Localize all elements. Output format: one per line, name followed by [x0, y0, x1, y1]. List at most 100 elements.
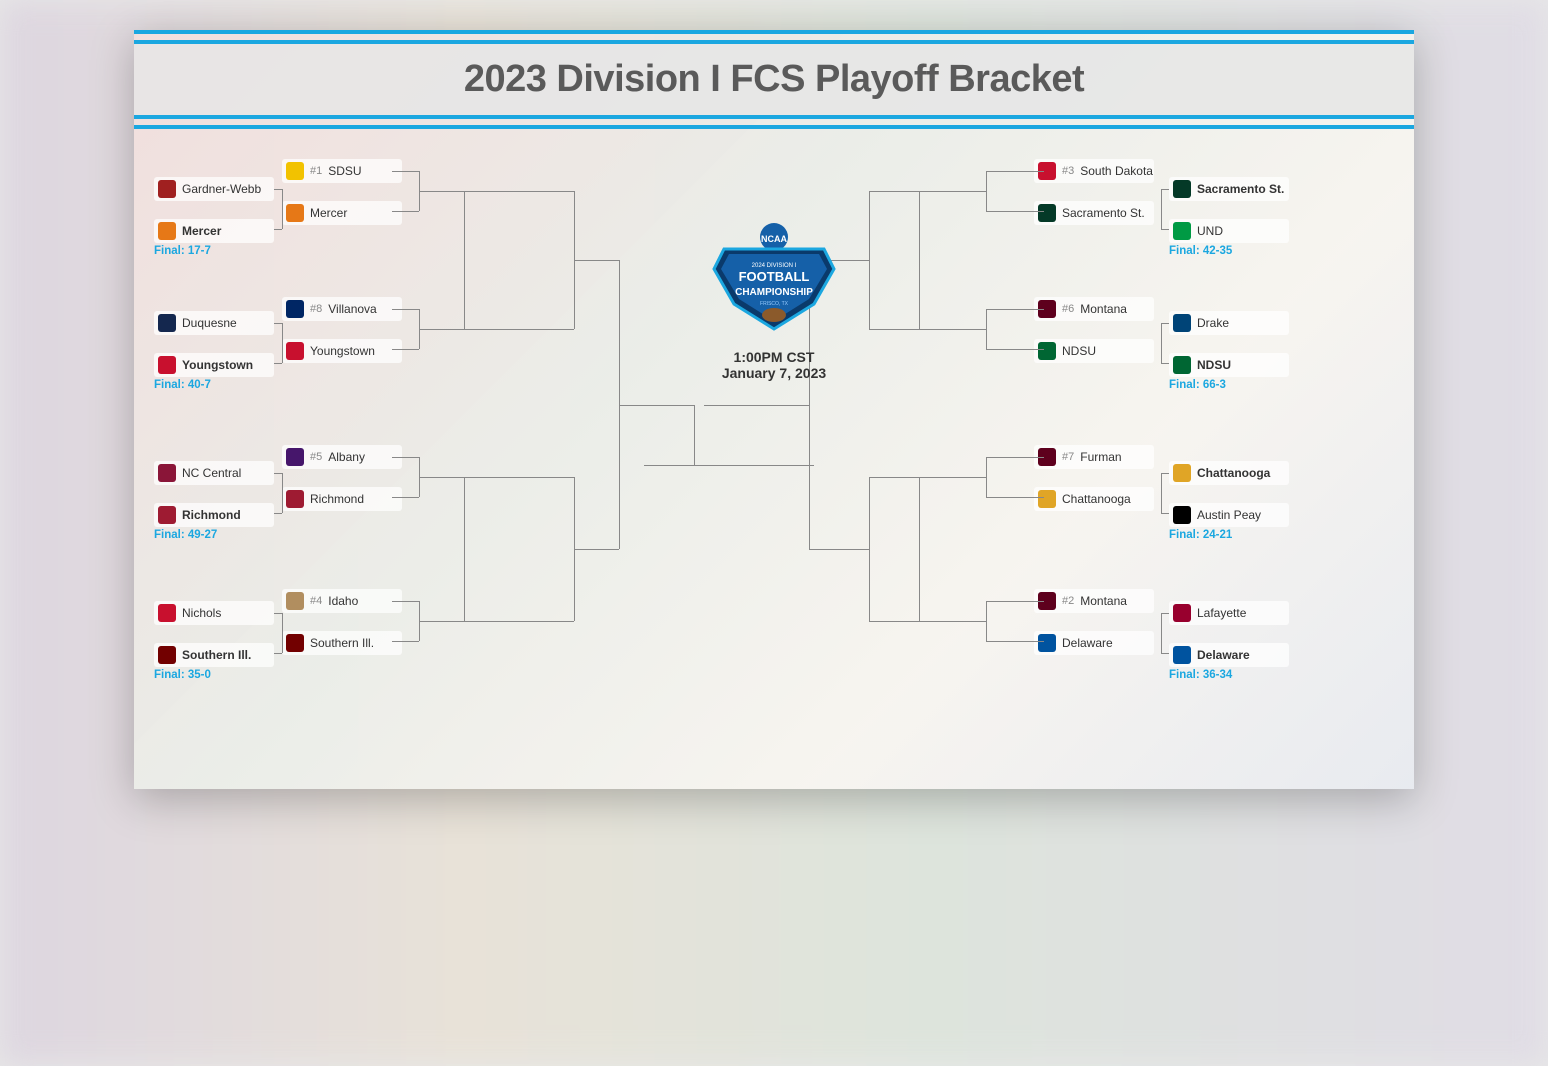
final-score: Final: 40-7	[154, 379, 274, 391]
team: Richmond	[154, 503, 274, 527]
bracket-line	[1161, 473, 1162, 513]
team: Delaware	[1034, 631, 1154, 655]
team: Southern Ill.	[154, 643, 274, 667]
bracket-line	[392, 211, 419, 212]
bracket-line	[392, 171, 419, 172]
team-logo-icon	[286, 300, 304, 318]
bracket-frame: 2023 Division I FCS Playoff Bracket Gard…	[134, 30, 1414, 789]
team-name: UND	[1197, 224, 1223, 238]
team-logo-icon	[1173, 506, 1191, 524]
bracket-line	[986, 601, 987, 641]
team: #1SDSU	[282, 159, 402, 183]
bracket-line	[274, 189, 282, 190]
matchup: Duquesne Youngstown Final: 40-7	[154, 311, 274, 391]
team-name: Youngstown	[182, 358, 253, 372]
bracket-line	[869, 477, 870, 621]
bracket-line	[809, 549, 869, 550]
matchup: #2MontanaDelaware	[1034, 589, 1154, 655]
bracket-line	[1161, 613, 1169, 614]
team: Lafayette	[1169, 601, 1289, 625]
bracket-line	[919, 477, 920, 621]
team: #3South Dakota	[1034, 159, 1154, 183]
bracket-line	[986, 601, 1044, 602]
team-logo-icon	[1173, 222, 1191, 240]
matchup: #7FurmanChattanooga	[1034, 445, 1154, 511]
bracket-line	[704, 405, 809, 406]
team: Gardner-Webb	[154, 177, 274, 201]
stripe	[134, 40, 1414, 44]
bracket-line	[274, 363, 282, 364]
team-name: Richmond	[182, 508, 241, 522]
shield-icon: NCAA 2024 DIVISION I FOOTBALL CHAMPIONSH…	[704, 219, 844, 339]
bracket-line	[392, 309, 419, 310]
header: 2023 Division I FCS Playoff Bracket	[134, 30, 1414, 129]
matchup: LafayetteDelawareFinal: 36-34	[1169, 601, 1289, 681]
bracket-line	[869, 621, 919, 622]
team-logo-icon	[1038, 342, 1056, 360]
bracket-line	[1161, 189, 1162, 229]
team: NDSU	[1169, 353, 1289, 377]
matchup: Nichols Southern Ill. Final: 35-0	[154, 601, 274, 681]
bracket-line	[1161, 653, 1169, 654]
team-logo-icon	[158, 464, 176, 482]
team-seed: #1	[310, 165, 322, 177]
svg-text:NCAA: NCAA	[761, 234, 787, 244]
bracket-line	[464, 191, 574, 192]
team-name: Sacramento St.	[1197, 182, 1284, 196]
svg-text:FRISCO, TX: FRISCO, TX	[760, 301, 789, 307]
team-name: Montana	[1080, 594, 1127, 608]
team-name: Duquesne	[182, 316, 237, 330]
bracket-line	[392, 641, 419, 642]
matchup: #4IdahoSouthern Ill.	[282, 589, 402, 655]
team-logo-icon	[158, 646, 176, 664]
final-score: Final: 17-7	[154, 245, 274, 257]
bracket-line	[1161, 363, 1169, 364]
team-name: Sacramento St.	[1062, 206, 1145, 220]
team-name: Mercer	[310, 206, 347, 220]
team: Nichols	[154, 601, 274, 625]
team-logo-icon	[286, 342, 304, 360]
team-name: Furman	[1080, 450, 1121, 464]
team: UND	[1169, 219, 1289, 243]
title-bar: 2023 Division I FCS Playoff Bracket	[134, 44, 1414, 115]
bracket-line	[869, 477, 919, 478]
matchup: #1SDSU Mercer	[282, 159, 402, 225]
team-name: Montana	[1080, 302, 1127, 316]
team-logo-icon	[1038, 490, 1056, 508]
team-name: NDSU	[1197, 358, 1231, 372]
final-score: Final: 42-35	[1169, 245, 1289, 257]
page-title: 2023 Division I FCS Playoff Bracket	[134, 58, 1414, 101]
bracket-line	[1161, 229, 1169, 230]
final-score: Final: 24-21	[1169, 529, 1289, 541]
bracket-line	[986, 457, 987, 497]
team: Chattanooga	[1169, 461, 1289, 485]
bracket-line	[464, 477, 574, 478]
bracket-line	[1161, 323, 1162, 363]
team-seed: #4	[310, 595, 322, 607]
bracket-line	[464, 191, 465, 329]
championship-date: January 7, 2023	[684, 365, 864, 381]
matchup: #3South Dakota Sacramento St.	[1034, 159, 1154, 225]
team-logo-icon	[286, 592, 304, 610]
bracket-line	[986, 309, 987, 349]
final-score: Final: 35-0	[154, 669, 274, 681]
team-name: Albany	[328, 450, 365, 464]
bracket-line	[869, 191, 870, 329]
bracket-line	[464, 621, 574, 622]
team-logo-icon	[1173, 604, 1191, 622]
bracket-line	[644, 465, 814, 466]
team: Youngstown	[282, 339, 402, 363]
bracket-line	[919, 191, 986, 192]
matchup: #5AlbanyRichmond	[282, 445, 402, 511]
svg-text:CHAMPIONSHIP: CHAMPIONSHIP	[735, 287, 813, 298]
bracket-line	[392, 601, 419, 602]
bracket-line	[282, 473, 283, 513]
bracket-line	[464, 477, 465, 621]
team-name: NC Central	[182, 466, 241, 480]
team-seed: #3	[1062, 165, 1074, 177]
bracket-line	[869, 191, 919, 192]
team: #7Furman	[1034, 445, 1154, 469]
team-logo-icon	[1173, 180, 1191, 198]
team-logo-icon	[158, 356, 176, 374]
bracket-line	[274, 473, 282, 474]
